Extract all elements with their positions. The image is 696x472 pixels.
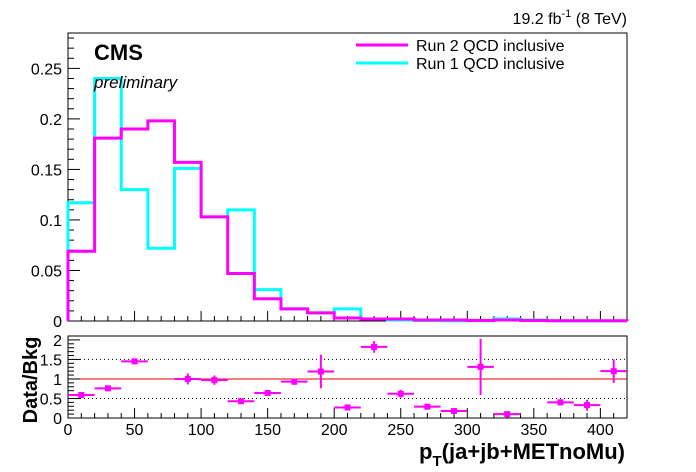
ratio-y-axis-label: Data/Bkg bbox=[20, 337, 42, 424]
histogram-lines bbox=[66, 76, 629, 323]
lumi-energy: (8 TeV) bbox=[571, 11, 627, 28]
ratio-point bbox=[600, 359, 627, 383]
ratio-x-tick-labels: 0 50 100 150 200 250 300 350 400 bbox=[64, 422, 614, 439]
ratio-panel: 00.511.52 0 50 100 150 200 250 300 350 400 bbox=[40, 333, 628, 439]
y-tick-label: 0 bbox=[53, 314, 62, 331]
x-tick-label: 250 bbox=[387, 422, 414, 439]
legend-label-run1: Run 1 QCD inclusive bbox=[416, 56, 565, 73]
ratio-marker bbox=[131, 358, 138, 365]
ratio-marker bbox=[504, 411, 511, 418]
ratio-marker bbox=[477, 363, 484, 370]
ratio-marker bbox=[104, 385, 111, 392]
experiment-label: CMS bbox=[94, 40, 143, 65]
ratio-marker bbox=[424, 403, 431, 410]
ratio-point bbox=[121, 358, 148, 365]
ratio-marker bbox=[317, 368, 324, 375]
x-tick-label: 150 bbox=[254, 422, 281, 439]
ratio-points bbox=[68, 338, 627, 418]
ratio-marker bbox=[610, 368, 617, 375]
ratio-y-tick-label: 0 bbox=[53, 411, 62, 428]
x-tick-label: 100 bbox=[188, 422, 215, 439]
x-tick-label: 400 bbox=[587, 422, 614, 439]
y-tick-label: 0.2 bbox=[40, 112, 62, 129]
ratio-point bbox=[174, 373, 202, 385]
ratio-point bbox=[307, 354, 335, 389]
x-tick-label: 350 bbox=[520, 422, 547, 439]
ratio-marker bbox=[211, 377, 218, 384]
ratio-point bbox=[440, 407, 468, 414]
ratio-point bbox=[387, 389, 415, 398]
ratio-point bbox=[547, 399, 574, 406]
ratio-point bbox=[280, 378, 308, 385]
lumi-exponent: -1 bbox=[561, 8, 571, 20]
ratio-marker bbox=[78, 391, 85, 398]
x-tick-label: 0 bbox=[64, 422, 73, 439]
ratio-y-tick-label: 2 bbox=[53, 333, 62, 350]
ratio-marker bbox=[397, 390, 404, 397]
ratio-point bbox=[493, 411, 521, 418]
ratio-marker bbox=[344, 404, 351, 411]
ratio-reference-lines bbox=[68, 358, 627, 399]
ratio-marker bbox=[450, 407, 457, 414]
ratio-y-tick-label: 0.5 bbox=[40, 391, 62, 408]
ratio-point bbox=[94, 385, 122, 392]
ratio-point bbox=[414, 403, 441, 410]
lumi-value: 19.2 fb bbox=[513, 11, 562, 28]
ratio-marker bbox=[584, 402, 591, 409]
y-tick-label: 0.15 bbox=[31, 162, 62, 179]
y-tick-label: 0.25 bbox=[31, 61, 62, 78]
main-histogram-panel: 0 0.05 0.1 0.15 0.2 0.25 bbox=[31, 32, 629, 331]
y-tick-label: 0.05 bbox=[31, 263, 62, 280]
ratio-marker bbox=[264, 390, 271, 397]
histogram-series-run2 bbox=[66, 119, 629, 323]
luminosity-label: 19.2 fb-1 (8 TeV) bbox=[513, 8, 627, 28]
ratio-point bbox=[68, 391, 95, 398]
ratio-marker bbox=[291, 378, 298, 385]
ratio-marker bbox=[238, 398, 245, 405]
ratio-y-tick-label: 1 bbox=[53, 372, 62, 389]
ratio-point bbox=[334, 404, 361, 411]
main-y-tick-labels: 0 0.05 0.1 0.15 0.2 0.25 bbox=[31, 61, 62, 331]
legend: Run 2 QCD inclusive Run 1 QCD inclusive bbox=[356, 38, 565, 73]
ratio-point bbox=[201, 375, 228, 385]
status-label: preliminary bbox=[93, 73, 179, 92]
ratio-marker bbox=[184, 375, 191, 382]
histogram-series-run1 bbox=[66, 76, 629, 323]
x-axis-label-main: p bbox=[419, 439, 432, 464]
x-axis-label: pT(ja+jb+METnoMu) bbox=[419, 439, 625, 470]
legend-label-run2: Run 2 QCD inclusive bbox=[416, 38, 565, 55]
ratio-point bbox=[573, 399, 601, 411]
ratio-point bbox=[360, 341, 388, 353]
x-tick-label: 200 bbox=[321, 422, 348, 439]
ratio-y-tick-labels: 0 0.5 1 1.5 2 bbox=[40, 333, 62, 428]
x-tick-label: 50 bbox=[126, 422, 144, 439]
y-tick-label: 0.1 bbox=[40, 213, 62, 230]
ratio-point bbox=[467, 338, 494, 395]
ratio-y-tick-label: 1.5 bbox=[40, 352, 62, 369]
ratio-marker bbox=[557, 399, 564, 406]
x-axis-label-rest: (ja+jb+METnoMu) bbox=[442, 439, 625, 464]
x-axis-label-sub: T bbox=[433, 453, 442, 470]
x-tick-label: 300 bbox=[454, 422, 481, 439]
ratio-point bbox=[254, 390, 281, 397]
ratio-marker bbox=[371, 343, 378, 350]
ratio-point bbox=[227, 398, 255, 405]
